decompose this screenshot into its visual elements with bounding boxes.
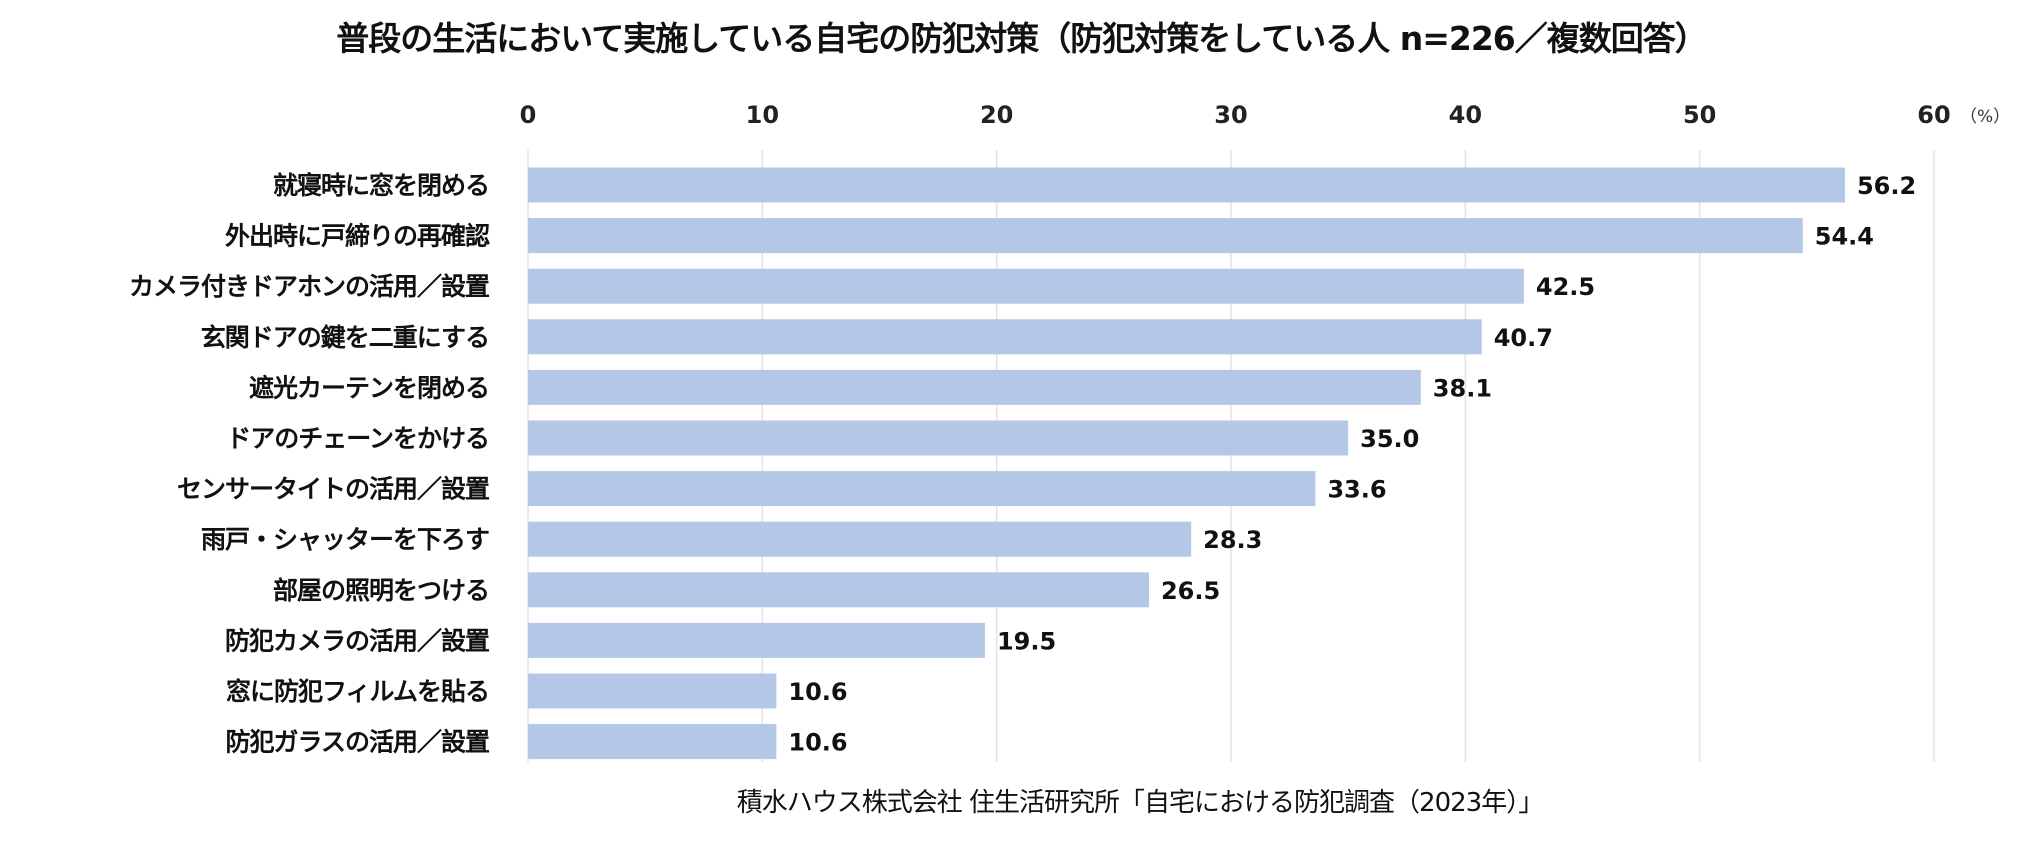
data-label: 38.1 <box>1433 374 1492 402</box>
category-label: 雨戸・シャッターを下ろす <box>201 525 489 554</box>
data-label: 19.5 <box>997 627 1056 655</box>
unit-label: （%） <box>1960 107 2010 127</box>
bar <box>528 167 1845 203</box>
bar <box>528 369 1421 405</box>
chart-title: 普段の生活において実施している自宅の防犯対策（防犯対策をしている人 n=226／… <box>336 19 1708 58</box>
tick-label: 50 <box>1683 101 1716 129</box>
data-label: 40.7 <box>1494 324 1553 352</box>
data-label: 28.3 <box>1203 526 1262 554</box>
category-label: 防犯カメラの活用／設置 <box>225 626 490 655</box>
category-label: ドアのチェーンをかける <box>226 424 489 453</box>
data-label: 54.4 <box>1815 223 1874 251</box>
category-label: 窓に防犯フィルムを貼る <box>226 677 489 706</box>
data-label: 26.5 <box>1161 577 1220 605</box>
category-label: 部屋の照明をつける <box>273 576 489 605</box>
category-label: センサータイトの活用／設置 <box>177 475 490 504</box>
bar <box>528 572 1149 608</box>
bar <box>528 471 1316 507</box>
source-note: 積水ハウス株式会社 住生活研究所「自宅における防犯調査（2023年）」 <box>736 788 1544 818</box>
category-label: 外出時に戸締りの再確認 <box>225 222 490 251</box>
category-label: 防犯ガラスの活用／設置 <box>225 728 490 757</box>
data-label: 33.6 <box>1327 476 1386 504</box>
category-label: カメラ付きドアホンの活用／設置 <box>129 272 490 301</box>
data-label: 56.2 <box>1857 172 1916 200</box>
data-label: 42.5 <box>1536 273 1595 301</box>
bar <box>528 521 1192 557</box>
tick-label: 30 <box>1214 101 1247 129</box>
bar <box>528 420 1349 456</box>
bar <box>528 268 1524 304</box>
bar <box>528 622 985 658</box>
tick-label: 20 <box>980 101 1013 129</box>
bar <box>528 673 777 709</box>
bar <box>528 724 777 760</box>
data-label: 35.0 <box>1360 425 1419 453</box>
category-label: 就寝時に窓を閉める <box>273 171 489 200</box>
bar <box>528 218 1803 254</box>
data-label: 10.6 <box>788 729 847 757</box>
category-label: 玄関ドアの鍵を二重にする <box>201 323 489 352</box>
tick-label: 60 <box>1917 101 1950 129</box>
data-label: 10.6 <box>788 678 847 706</box>
tick-label: 40 <box>1449 101 1482 129</box>
tick-label: 0 <box>520 101 537 129</box>
category-label: 遮光カーテンを閉める <box>249 373 489 402</box>
tick-label: 10 <box>746 101 779 129</box>
bar <box>528 319 1482 355</box>
